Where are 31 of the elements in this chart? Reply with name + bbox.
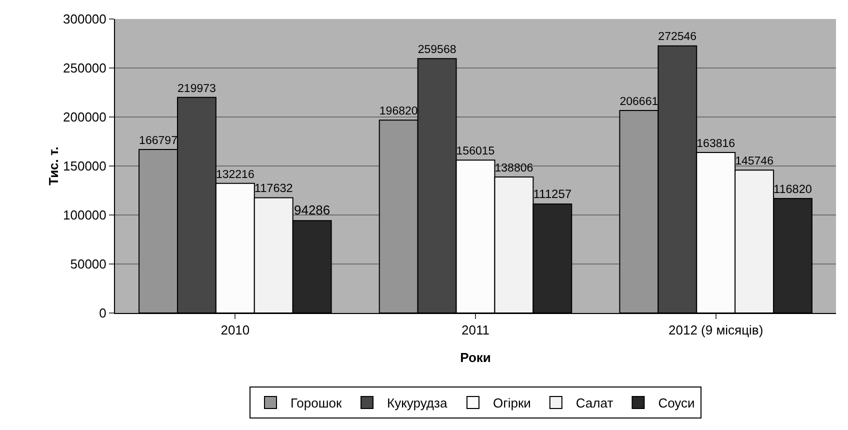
y-tick-label: 100000 (63, 208, 106, 223)
data-label: 163816 (696, 138, 736, 150)
legend-label: Кукурудза (387, 396, 448, 411)
y-tick-label: 300000 (63, 12, 106, 27)
data-label: 94286 (294, 202, 330, 218)
data-label: 272546 (658, 31, 697, 44)
legend-label: Горошок (290, 396, 342, 411)
y-axis-title: Тис. т. (46, 146, 62, 186)
x-axis-title: Роки (460, 350, 491, 365)
data-label: 259568 (418, 44, 456, 56)
y-tick-label: 200000 (63, 110, 106, 125)
x-tick-label: 2012 (9 місяців) (668, 322, 764, 338)
legend-label: Соуси (658, 396, 695, 411)
y-tick-label: 0 (99, 306, 106, 321)
data-label: 138806 (494, 162, 534, 174)
data-label: 145746 (735, 156, 774, 168)
data-label: 219973 (178, 82, 216, 95)
y-tick-label: 50000 (70, 256, 106, 272)
data-label: 116820 (774, 182, 812, 196)
data-label: 132216 (216, 168, 254, 181)
data-label: 196820 (379, 105, 418, 118)
legend-label: Салат (576, 396, 614, 411)
legend-label: Огірки (492, 396, 531, 411)
y-tick-label: 150000 (63, 158, 106, 174)
data-label: 111257 (533, 187, 572, 202)
data-label: 117632 (254, 182, 293, 195)
x-tick-label: 2010 (220, 322, 250, 338)
y-tick-label: 250000 (63, 60, 106, 76)
data-label: 156015 (456, 145, 495, 158)
x-tick-label: 2011 (462, 322, 490, 338)
data-label: 166797 (139, 134, 178, 147)
